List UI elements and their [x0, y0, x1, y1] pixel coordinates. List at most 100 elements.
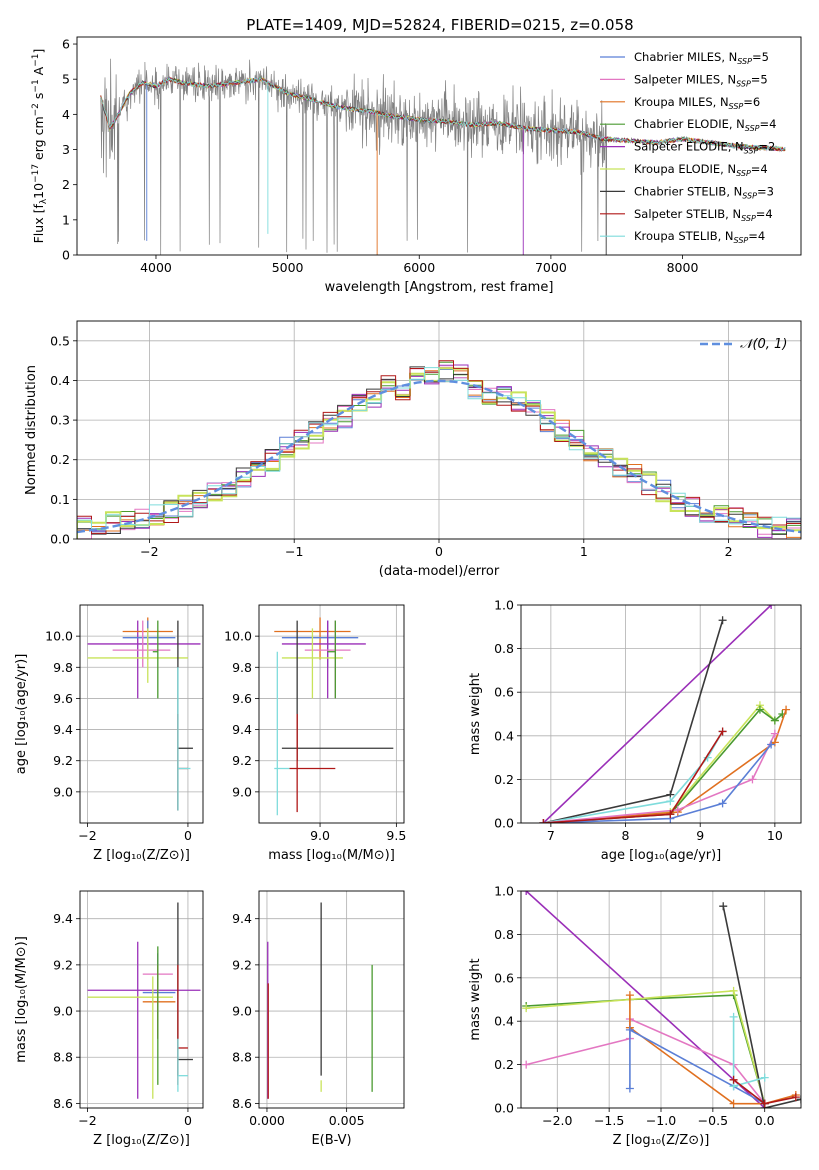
x-tick-label: 1: [580, 544, 588, 559]
y-tick-label: 8.8: [232, 1050, 252, 1065]
y-tick-label: 0.5: [50, 333, 70, 348]
x-axis-label: wavelength [Angstrom, rest frame]: [325, 280, 554, 295]
residual-histogram-step: [77, 367, 801, 539]
axes-frame: [76, 36, 802, 256]
y-axis-label: mass weight: [468, 958, 483, 1040]
y-tick-label: 0.2: [494, 1057, 514, 1072]
y-tick-label: 10.0: [45, 629, 73, 644]
y-axis-label: mass weight: [468, 673, 483, 755]
residuals-panel: −2 −1 0 1 2 0.0 0.1 0.2 0.3 0.4 0.5 (data-model)/er…: [24, 320, 802, 579]
y-tick-label: 8.6: [53, 1096, 73, 1111]
mass-weight-line: [629, 1028, 766, 1105]
x-axis-label: Z [log₁₀(Z/Z⊙)]: [613, 1133, 710, 1148]
mass-weight-line: [526, 989, 766, 1104]
residuals-plot-area: [77, 360, 801, 539]
mass-weight-marker: [666, 810, 675, 819]
x-axis-label: (data-model)/error: [379, 564, 500, 579]
legend-label: Salpeter ELODIE, NSSP=2: [634, 140, 775, 156]
mass-weight-marker: [729, 1075, 738, 1084]
mass-weight-line: [543, 709, 787, 823]
y-tick-label: 9.4: [232, 911, 252, 926]
legend-label: Chabrier MILES, NSSP=5: [634, 50, 769, 66]
mass-weight-marker: [718, 799, 727, 808]
x-tick-label: 2: [725, 544, 733, 559]
z-weight-panel: −2.0 −1.5 −1.0 −0.5 0.0 0.0 0.2 0.4 0.6 0.8 1.0 Z […: [468, 884, 802, 1148]
legend-label: Kroupa MILES, NSSP=6: [634, 95, 760, 111]
mass-weight-marker: [729, 1012, 738, 1021]
legend-label: 𝒩(0, 1): [740, 337, 787, 352]
mass-weight-line: [526, 1017, 766, 1105]
y-tick-label: 9.4: [53, 722, 73, 737]
y-tick-label: 0.2: [494, 772, 514, 787]
x-axis-label: Z [log₁₀(Z/Z⊙)]: [93, 1133, 190, 1148]
y-tick-label: 0.4: [494, 1014, 514, 1029]
plot-area: [274, 617, 394, 816]
y-tick-label: 9.0: [232, 1004, 252, 1019]
y-tick-label: 0.8: [494, 927, 514, 942]
y-tick-label: 9.2: [232, 753, 252, 768]
mass-weight-line: [543, 743, 772, 823]
x-tick-label: 9.0: [310, 828, 330, 843]
mass-weight-marker: [539, 819, 548, 823]
y-tick-label: 0.2: [50, 452, 70, 467]
y-tick-label: 9.6: [53, 691, 73, 706]
mass-weight-marker: [718, 727, 727, 736]
y-tick-label: 10.0: [224, 629, 252, 644]
y-tick-label: 9.2: [53, 753, 73, 768]
mass-weight-marker: [625, 991, 634, 1000]
axes-frame: [520, 604, 802, 824]
x-axis-label: age [log₁₀(age/yr)]: [601, 848, 722, 863]
mass-age-panel: 9.0 9.5 9.0 9.2 9.4 9.6 9.8 10.0 mass [log₁₀(M/M…: [224, 604, 406, 863]
x-tick-label: 0: [184, 828, 192, 843]
plot-area: [87, 617, 201, 811]
y-axis-label: Normed distribution: [24, 365, 39, 495]
mass-weight-marker: [522, 1060, 531, 1069]
legend-label: Kroupa ELODIE, NSSP=4: [634, 162, 768, 178]
x-tick-label: −0.5: [698, 1113, 728, 1128]
plot-area: [539, 605, 791, 823]
y-tick-label: 9.4: [232, 722, 252, 737]
x-tick-label: 0: [184, 1113, 192, 1128]
x-tick-label: 6000: [403, 260, 435, 275]
spectrum-legend: Chabrier MILES, NSSP=5 Salpeter MILES, NS…: [600, 50, 776, 245]
normal-distribution-curve: [77, 379, 801, 534]
x-tick-label: 8000: [667, 260, 699, 275]
mass-weight-line: [543, 708, 783, 823]
mass-weight-line: [722, 906, 801, 1108]
x-tick-label: −2.0: [542, 1113, 572, 1128]
y-tick-label: 9.4: [53, 911, 73, 926]
y-tick-label: 9.8: [53, 660, 73, 675]
mass-weight-marker: [666, 797, 675, 806]
y-tick-label: 0.6: [494, 685, 514, 700]
y-tick-label: 6: [62, 37, 70, 52]
x-tick-label: −2: [140, 544, 158, 559]
mass-weight-marker: [625, 1084, 634, 1093]
mass-weight-marker: [767, 605, 776, 609]
mass-weight-line: [543, 730, 724, 823]
x-tick-label: −1: [285, 544, 303, 559]
mass-weight-marker: [625, 1025, 634, 1034]
y-tick-label: 9.2: [53, 957, 73, 972]
y-tick-label: 0.3: [50, 413, 70, 428]
plot-area: [267, 902, 373, 1099]
y-axis-label: Flux [fλ10−17 erg cm−2 s−1 A−1]: [31, 49, 49, 244]
axes-frame: [76, 320, 802, 540]
x-axis-label: E(B-V): [311, 1133, 351, 1148]
axes-frame: [258, 604, 405, 824]
y-tick-label: 9.0: [53, 784, 73, 799]
mass-weight-marker: [522, 891, 531, 895]
figure-title: PLATE=1409, MJD=52824, FIBERID=0215, z=0…: [246, 16, 633, 34]
y-tick-label: 0.4: [494, 728, 514, 743]
mass-weight-line: [526, 994, 766, 1104]
x-tick-label: 8: [622, 828, 630, 843]
x-tick-label: −2: [78, 1113, 96, 1128]
age-weight-panel: 7 8 9 10 0.0 0.2 0.4 0.6 0.8 1.0 age [log₁₀(age/yr…: [468, 598, 802, 863]
mass-weight-marker: [760, 1099, 769, 1108]
mass-weight-line: [543, 620, 724, 823]
ebv-mass-panel: 0.000 0.005 8.6 8.8 9.0 9.2 9.4 E(B-V): [232, 890, 405, 1148]
mass-weight-marker: [522, 1004, 531, 1013]
mass-weight-marker: [718, 616, 727, 625]
y-tick-label: 9.6: [232, 691, 252, 706]
